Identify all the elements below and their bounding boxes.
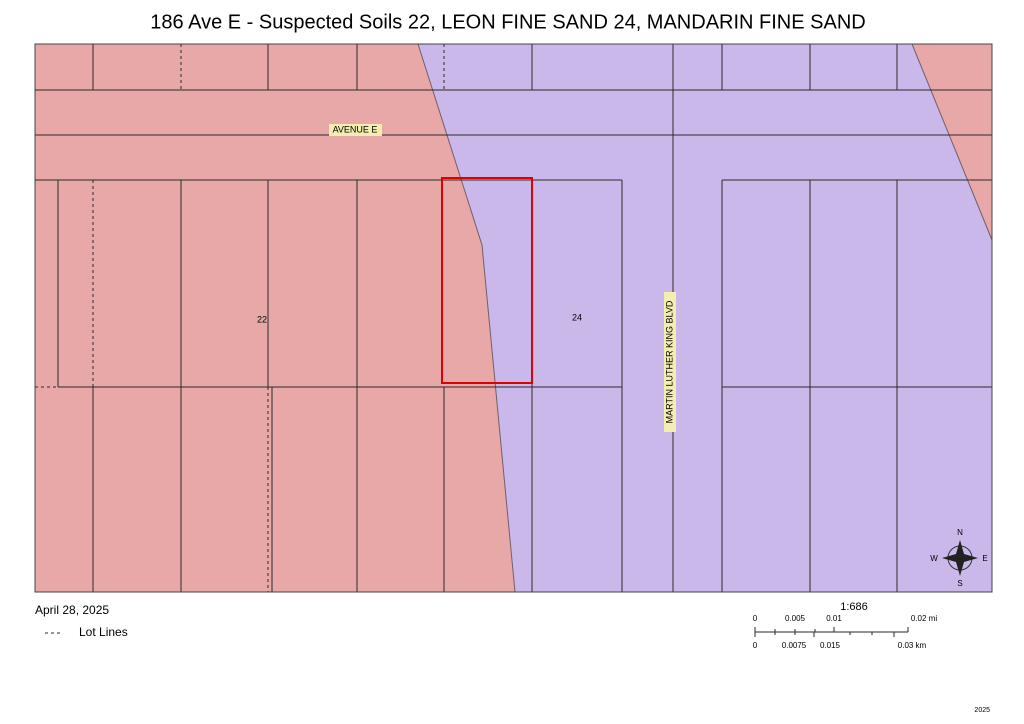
lot-lines bbox=[35, 44, 992, 592]
scale-ticks bbox=[754, 627, 909, 637]
date: April 28, 2025 bbox=[35, 603, 109, 617]
legend-label: Lot Lines bbox=[79, 625, 128, 639]
road-label: AVENUE E bbox=[333, 124, 378, 134]
scale-label: 0.0075 bbox=[782, 641, 807, 650]
map-frame bbox=[34, 43, 993, 593]
compass-star bbox=[942, 540, 978, 576]
scale-label: 0.015 bbox=[820, 641, 841, 650]
title: 186 Ave E - Suspected Soils 22, LEON FIN… bbox=[150, 11, 865, 33]
scale-label: 0.03 km bbox=[898, 641, 927, 650]
scale-label: 0.02 mi bbox=[911, 614, 937, 623]
code: 2025 bbox=[974, 707, 990, 714]
compass-n: N bbox=[957, 528, 963, 537]
scale-ratio: 1:686 bbox=[840, 601, 868, 613]
compass-e: E bbox=[982, 554, 987, 563]
label-halo bbox=[329, 124, 382, 136]
map: AVENUE E MARTIN LUTHER KING BLVD 22 24 N… bbox=[34, 43, 993, 593]
compass-w: W bbox=[930, 554, 938, 563]
soil-boundary bbox=[417, 43, 993, 593]
scale-label: 0.01 bbox=[826, 614, 842, 623]
scale-label: 0 bbox=[753, 641, 758, 650]
soil-label: 24 bbox=[572, 312, 582, 322]
lot-lines-dashed bbox=[35, 44, 445, 592]
compass-s: S bbox=[957, 579, 962, 588]
compass: N E S W bbox=[930, 528, 987, 588]
label-halo bbox=[664, 292, 676, 432]
scale-label: 0.005 bbox=[785, 614, 806, 623]
soil-label: 22 bbox=[257, 314, 267, 324]
scale-label: 0 bbox=[753, 614, 758, 623]
road-label: MARTIN LUTHER KING BLVD bbox=[664, 300, 674, 423]
scale-bar: 1:686 0 0.005 0.01 0.02 mi 0 0.0075 0.01… bbox=[753, 601, 938, 650]
subject-parcel bbox=[441, 177, 533, 384]
soil-22-area bbox=[35, 44, 515, 592]
